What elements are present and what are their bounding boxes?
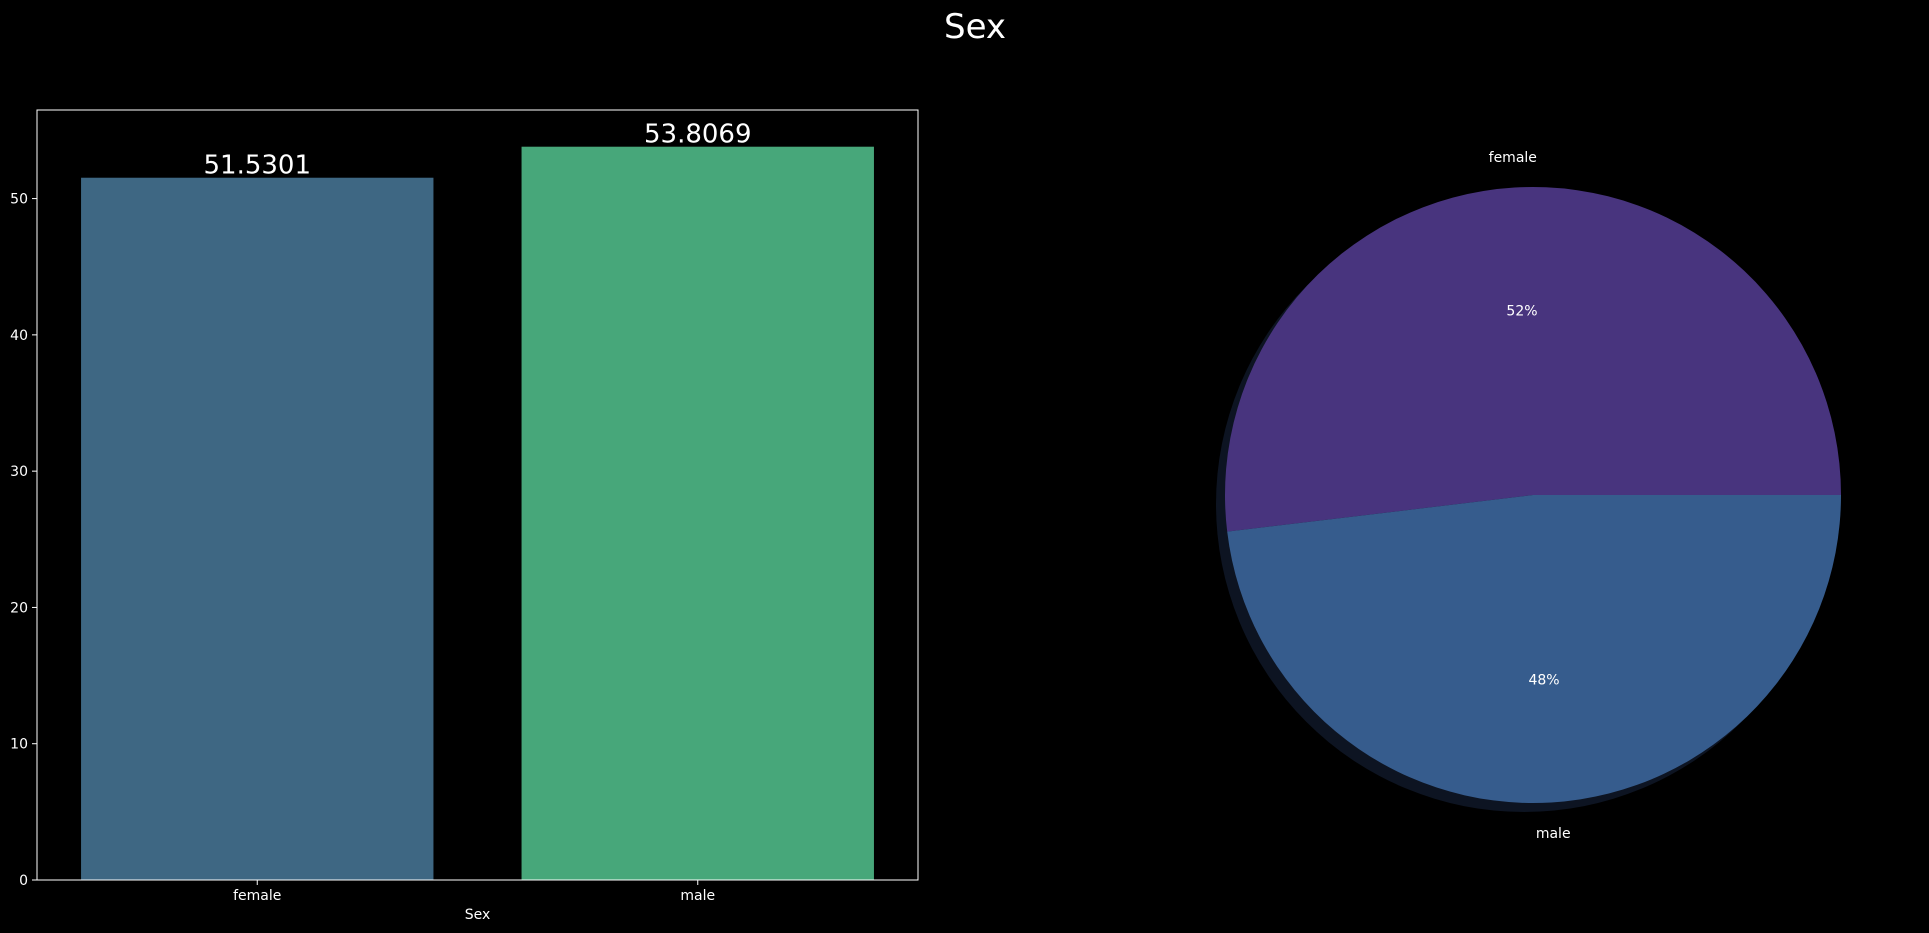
pie-slices (1225, 186, 1841, 803)
y-tick-label: 40 (10, 328, 28, 344)
y-tick-label: 30 (10, 464, 28, 480)
bar-value-label: 51.5301 (203, 151, 311, 181)
bar-value-label: 53.8069 (644, 120, 752, 150)
x-tick-label: female (233, 888, 281, 904)
bar-female (81, 177, 434, 880)
figure-title: Sex (944, 7, 1006, 47)
y-tick-label: 50 (10, 192, 28, 208)
y-tick-label: 10 (10, 737, 28, 753)
y-tick-label: 20 (10, 600, 28, 616)
x-axis-label: Sex (465, 907, 491, 923)
x-axis: female male (233, 880, 715, 904)
x-tick-label: male (680, 888, 715, 904)
pie-label: male (1536, 826, 1571, 842)
bar-chart: 51.5301 53.8069 0 10 20 30 40 50 female male Se… (10, 109, 919, 923)
pie-labels: female 52% male 48% (1489, 150, 1571, 842)
plot-frame (36, 109, 919, 881)
pie-slice-male (1227, 495, 1841, 803)
pie-slice-female (1225, 186, 1841, 532)
pie-chart: female 52% male 48% (1216, 150, 1841, 842)
y-tick-label: 0 (19, 873, 28, 889)
bar-marks: 51.5301 53.8069 (81, 120, 874, 881)
pie-pct-label: 48% (1528, 672, 1559, 688)
y-axis: 0 10 20 30 40 50 (10, 192, 37, 889)
pie-pct-label: 52% (1506, 304, 1537, 320)
bar-male (521, 146, 874, 881)
pie-label: female (1489, 150, 1537, 166)
